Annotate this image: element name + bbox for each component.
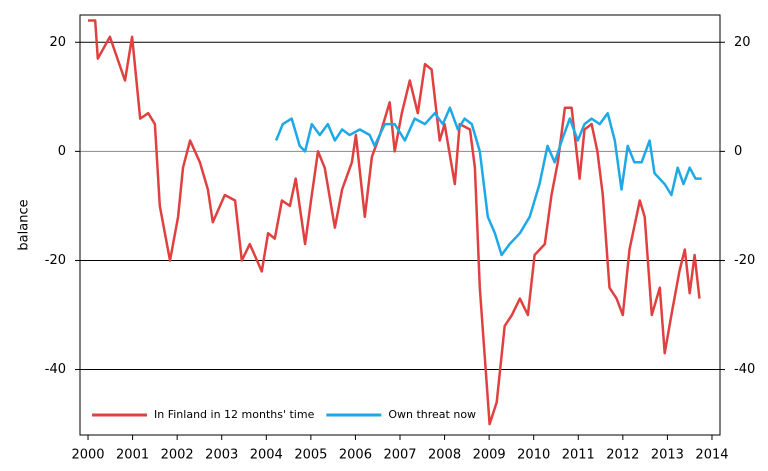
- x-tick-label: 2008: [428, 448, 461, 463]
- y-tick-label: -20: [45, 253, 66, 268]
- x-tick-label: 2000: [71, 448, 104, 463]
- x-tick-label: 2013: [651, 448, 684, 463]
- y-tick-label: 20: [49, 35, 66, 50]
- plot-frame: [79, 14, 721, 436]
- x-tick-label: 2002: [161, 448, 194, 463]
- y-axis-label: balance: [17, 199, 32, 250]
- x-tick-label: 2006: [339, 448, 372, 463]
- y2-tick-label: 20: [734, 35, 751, 50]
- y2-tick-label: -40: [734, 362, 755, 377]
- y2-tick-label: 0: [734, 144, 742, 159]
- x-tick-label: 2009: [473, 448, 506, 463]
- x-tick-label: 2010: [517, 448, 550, 463]
- x-tick-label: 2007: [383, 448, 416, 463]
- x-tick-label: 2004: [250, 448, 283, 463]
- legend-label: In Finland in 12 months' time: [154, 408, 315, 421]
- x-tick-label: 2005: [294, 448, 327, 463]
- x-tick-label: 2011: [562, 448, 595, 463]
- x-tick-label: 2014: [695, 448, 728, 463]
- x-tick-label: 2001: [116, 448, 149, 463]
- x-tick-label: 2003: [205, 448, 238, 463]
- legend-label: Own threat now: [388, 408, 476, 421]
- x-tick-label: 2012: [606, 448, 639, 463]
- y-tick-label: -40: [45, 362, 66, 377]
- data-line: [88, 19, 701, 426]
- y2-tick-label: -20: [734, 253, 755, 268]
- y-tick-label: 0: [58, 144, 66, 159]
- data-line: [274, 106, 702, 257]
